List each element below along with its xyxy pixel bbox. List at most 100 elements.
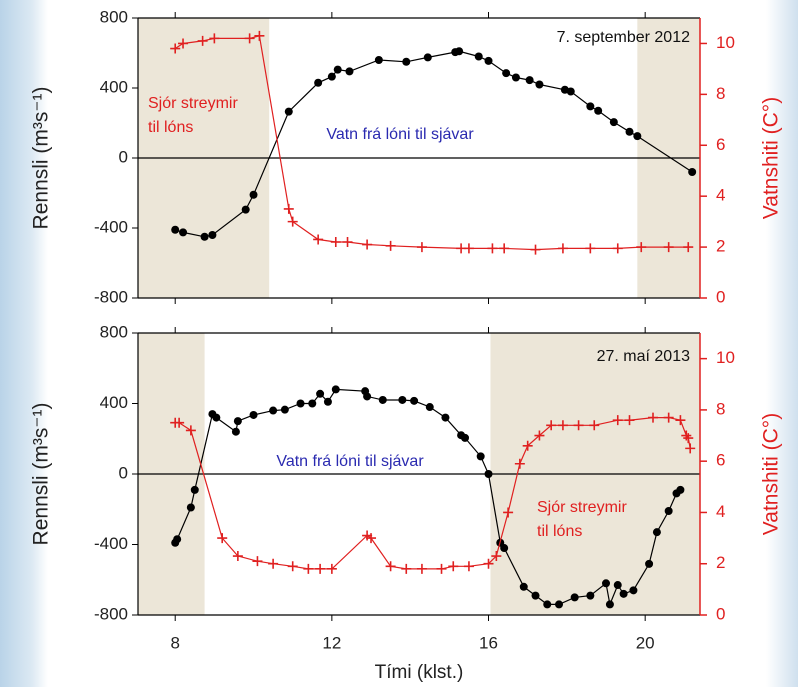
data-point — [441, 413, 450, 422]
data-point — [688, 168, 697, 176]
data-point — [232, 551, 243, 562]
y-tick-label: 400 — [100, 393, 128, 412]
y2-tick-label: 4 — [716, 186, 725, 205]
y-tick-label: 800 — [100, 7, 128, 26]
data-point — [436, 563, 447, 574]
data-point — [296, 399, 305, 408]
data-point — [455, 47, 464, 56]
data-point — [676, 485, 685, 494]
data-point — [534, 430, 545, 441]
data-point — [170, 43, 181, 54]
y2-axis-label: Vatnshiti (C°) — [760, 97, 783, 219]
data-point — [543, 600, 552, 609]
data-point — [589, 420, 600, 431]
flow-label: Vatn frá lóni til sjávar — [326, 126, 474, 143]
data-point — [217, 533, 228, 544]
data-point — [231, 427, 240, 436]
y-tick-label: 0 — [119, 463, 128, 482]
x-tick-label: 20 — [636, 633, 655, 652]
data-point — [535, 80, 544, 89]
data-point — [570, 593, 579, 602]
data-point — [269, 406, 278, 415]
data-point — [333, 65, 342, 74]
y-tick-label: -400 — [94, 217, 128, 236]
data-point — [313, 234, 324, 245]
inflow-label: Sjór streymir — [148, 95, 238, 112]
data-point — [636, 242, 647, 253]
y-tick-label: 0 — [119, 147, 128, 166]
data-point — [401, 563, 412, 574]
y2-tick-label: 8 — [716, 399, 725, 418]
y2-tick-label: 6 — [716, 451, 725, 470]
data-point — [474, 52, 483, 61]
data-point — [416, 563, 427, 574]
data-point — [314, 78, 323, 87]
y2-tick-label: 2 — [716, 553, 725, 572]
y2-tick-label: 0 — [716, 604, 725, 623]
data-point — [254, 30, 265, 41]
data-point — [461, 433, 470, 442]
data-point — [624, 415, 635, 426]
data-point — [463, 243, 474, 254]
y2-tick-label: 2 — [716, 237, 725, 256]
data-point — [416, 242, 427, 253]
data-point — [362, 239, 373, 250]
y-tick-label: -800 — [94, 287, 128, 306]
data-point — [284, 107, 293, 116]
data-point — [178, 38, 189, 49]
data-point — [366, 533, 377, 544]
data-point — [573, 420, 584, 431]
data-point — [531, 591, 540, 600]
data-point — [500, 544, 509, 553]
data-point — [557, 420, 568, 431]
data-point — [546, 420, 557, 431]
data-point — [308, 399, 317, 408]
data-point — [675, 415, 686, 426]
data-point — [530, 244, 541, 255]
data-point — [378, 395, 387, 404]
x-axis-label: Tími (klst.) — [375, 662, 464, 683]
data-point — [594, 106, 603, 115]
data-point — [484, 470, 493, 478]
data-point — [602, 579, 611, 588]
y2-tick-label: 0 — [716, 287, 725, 306]
data-point — [585, 243, 596, 254]
data-point — [499, 243, 510, 254]
data-point — [315, 563, 326, 574]
data-point — [268, 558, 279, 569]
data-point — [683, 242, 694, 253]
y-tick-label: -400 — [94, 534, 128, 553]
data-point — [410, 396, 419, 405]
y-tick-label: 800 — [100, 322, 128, 341]
data-point — [685, 443, 696, 454]
data-point — [174, 417, 185, 428]
data-point — [303, 563, 314, 574]
inflow-label: Sjór streymir — [537, 499, 627, 516]
flow-label: Vatn frá lóni til sjávar — [276, 453, 424, 470]
data-point — [171, 225, 180, 234]
data-point — [633, 132, 642, 141]
data-point — [323, 397, 332, 406]
data-point — [331, 385, 340, 394]
data-point — [190, 485, 199, 494]
data-point — [252, 556, 263, 567]
y2-axis-label: Vatnshiti (C°) — [760, 413, 783, 535]
data-point — [330, 237, 341, 247]
data-point — [609, 118, 618, 127]
data-point — [514, 458, 525, 469]
data-point — [423, 53, 432, 62]
data-point — [476, 452, 485, 461]
inflow-label: til lóns — [537, 523, 582, 540]
data-point — [586, 591, 595, 600]
data-point — [566, 87, 575, 96]
data-point — [525, 76, 534, 85]
data-point — [522, 440, 533, 451]
data-point — [398, 395, 407, 404]
data-point — [605, 600, 614, 609]
data-point — [212, 413, 221, 422]
data-point — [555, 600, 564, 609]
data-point — [663, 412, 674, 423]
data-point — [625, 127, 634, 136]
y-axis-label: Rennsli (m³s⁻¹) — [30, 87, 53, 230]
